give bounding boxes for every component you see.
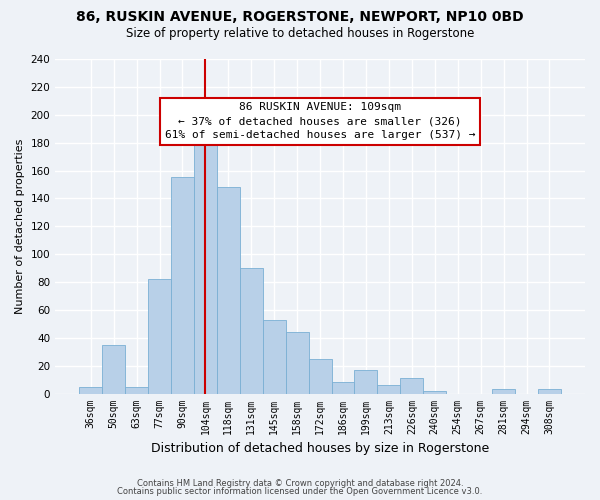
X-axis label: Distribution of detached houses by size in Rogerstone: Distribution of detached houses by size …: [151, 442, 489, 455]
Bar: [79, 386, 102, 394]
Bar: [240, 268, 263, 394]
Bar: [125, 386, 148, 394]
Text: 86 RUSKIN AVENUE: 109sqm
← 37% of detached houses are smaller (326)
61% of semi-: 86 RUSKIN AVENUE: 109sqm ← 37% of detach…: [165, 102, 475, 141]
Bar: [263, 320, 286, 394]
Bar: [171, 178, 194, 394]
Bar: [194, 112, 217, 394]
Bar: [308, 358, 332, 394]
Y-axis label: Number of detached properties: Number of detached properties: [15, 138, 25, 314]
Bar: [377, 385, 400, 394]
Bar: [400, 378, 423, 394]
Bar: [217, 187, 240, 394]
Bar: [355, 370, 377, 394]
Text: 86, RUSKIN AVENUE, ROGERSTONE, NEWPORT, NP10 0BD: 86, RUSKIN AVENUE, ROGERSTONE, NEWPORT, …: [76, 10, 524, 24]
Bar: [102, 345, 125, 394]
Bar: [286, 332, 308, 394]
Text: Contains HM Land Registry data © Crown copyright and database right 2024.: Contains HM Land Registry data © Crown c…: [137, 478, 463, 488]
Bar: [492, 390, 515, 394]
Bar: [332, 382, 355, 394]
Bar: [148, 279, 171, 394]
Bar: [423, 391, 446, 394]
Text: Size of property relative to detached houses in Rogerstone: Size of property relative to detached ho…: [126, 28, 474, 40]
Bar: [538, 390, 561, 394]
Text: Contains public sector information licensed under the Open Government Licence v3: Contains public sector information licen…: [118, 487, 482, 496]
